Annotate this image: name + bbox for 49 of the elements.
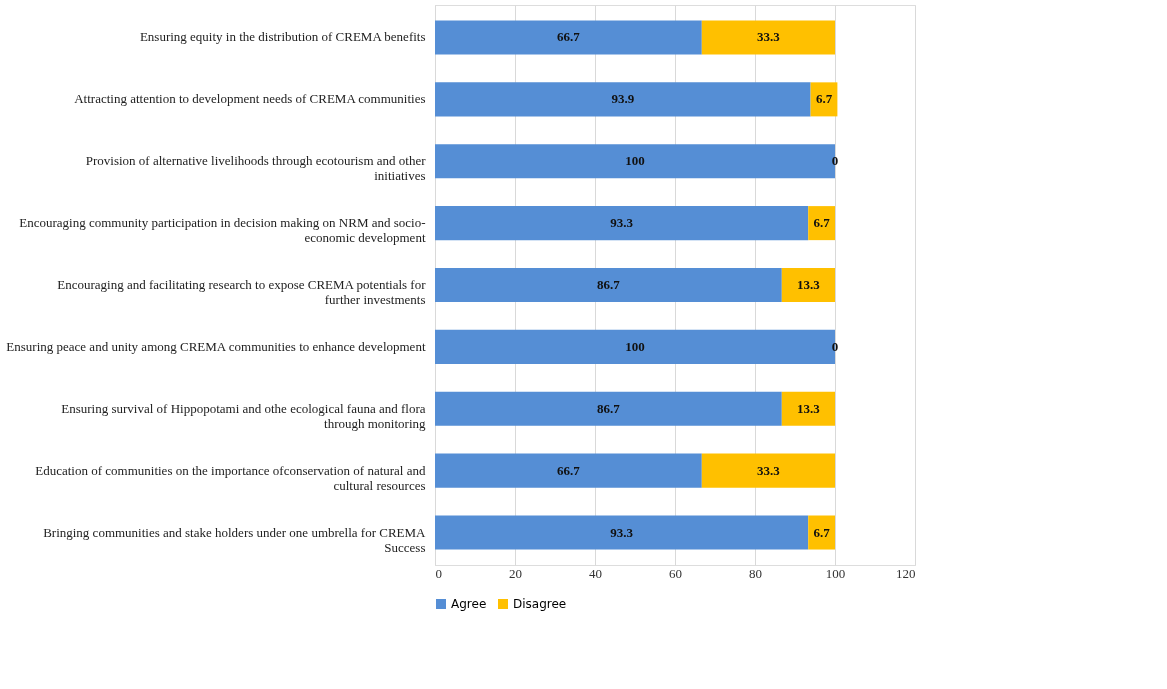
bar xyxy=(435,206,809,241)
bar xyxy=(435,20,702,55)
y-tick-label: Ensuring survival of Hippopotami and othe ecological fauna and flora through monitoring xyxy=(61,400,426,431)
bar xyxy=(435,515,809,550)
bar xyxy=(781,391,835,426)
data-label: 66.7 xyxy=(557,462,581,478)
data-label: 13.3 xyxy=(797,400,821,416)
x-tick-label: 100 xyxy=(825,565,846,581)
y-tick-label: Encouraging community participation in decision making on NRM and socio-economic development xyxy=(19,215,426,246)
data-label: 13.3 xyxy=(797,277,821,292)
x-tick-label: 40 xyxy=(589,565,602,581)
bar xyxy=(701,453,835,488)
x-tick-label: 0 xyxy=(435,565,442,581)
data-label: 100 xyxy=(625,338,645,354)
bar xyxy=(435,391,782,426)
bar xyxy=(435,453,702,488)
y-tick-label: Education of communities on the importance ofconservation of natural and cultural resources xyxy=(35,462,426,493)
bar xyxy=(781,267,835,303)
data-label: 93.9 xyxy=(611,91,635,107)
data-label: 33.3 xyxy=(757,29,781,45)
x-tick-label: 80 xyxy=(749,565,762,581)
bar xyxy=(701,20,835,55)
y-tick-label: Bringing communities and stake holders under one umbrella for CREMA Success xyxy=(43,524,427,555)
x-tick-label: 120 xyxy=(896,565,916,581)
bar xyxy=(435,82,811,117)
data-label: 6.7 xyxy=(813,215,831,231)
legend-label: Agree xyxy=(451,597,487,611)
y-tick-label: Ensuring equity in the distribution of CREMA benefits xyxy=(139,29,426,45)
y-tick-label: Attracting attention to development needs of CREMA communities xyxy=(74,91,426,107)
data-label: 6.7 xyxy=(815,91,833,107)
y-tick-label: Encouraging and facilitating research to expose CREMA potentials for further investments xyxy=(57,277,427,307)
x-tick-label: 20 xyxy=(509,565,522,581)
bar xyxy=(435,267,782,303)
data-label: 0 xyxy=(831,153,839,169)
y-tick-label: Ensuring peace and unity among CREMA communities to enhance development xyxy=(6,338,426,354)
x-tick-label: 60 xyxy=(669,565,682,581)
data-label: 6.7 xyxy=(813,524,831,540)
legend-label: Disagree xyxy=(513,597,567,611)
data-label: 100 xyxy=(625,153,645,169)
bar xyxy=(808,206,835,241)
data-label: 93.3 xyxy=(610,215,634,231)
bar xyxy=(808,515,835,550)
data-label: 93.3 xyxy=(610,524,634,540)
data-label: 86.7 xyxy=(597,400,621,416)
data-label: 0 xyxy=(831,338,839,354)
y-tick-label: Provision of alternative livelihoods through ecotourism and other initiatives xyxy=(85,153,427,184)
data-label: 86.7 xyxy=(597,277,621,292)
data-label: 33.3 xyxy=(757,462,781,478)
data-label: 66.7 xyxy=(557,29,581,45)
